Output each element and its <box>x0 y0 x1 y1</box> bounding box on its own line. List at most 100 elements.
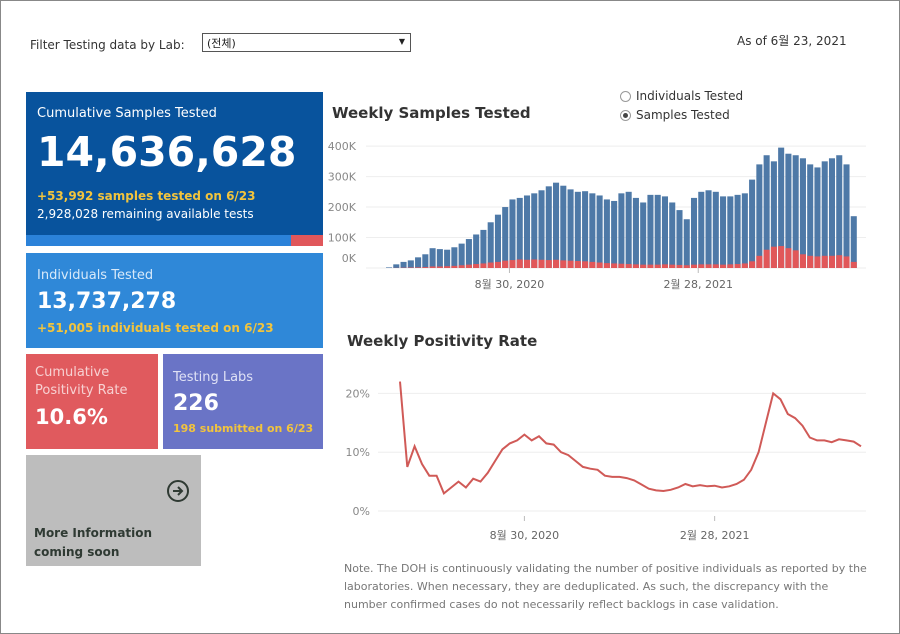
bar-positive <box>654 264 661 268</box>
positivity-rate-value: 10.6% <box>35 405 108 429</box>
bar-positive <box>625 264 632 268</box>
lab-filter-dropdown[interactable]: (전체) ▼ <box>202 33 411 52</box>
bar-total <box>770 161 777 268</box>
bar-total <box>538 190 545 268</box>
bar-total <box>705 190 712 268</box>
bar-total <box>632 197 639 268</box>
bar-total <box>799 158 806 268</box>
weekly-samples-title: Weekly Samples Tested <box>332 104 531 122</box>
bar-total <box>698 191 705 268</box>
bar-positive <box>669 264 676 268</box>
remaining-tests: 2,928,028 remaining available tests <box>37 207 254 221</box>
bar-positive <box>538 259 545 268</box>
bar-total <box>415 257 422 268</box>
cumulative-samples-title: Cumulative Samples Tested <box>37 106 217 121</box>
bar-positive <box>712 264 719 268</box>
lab-filter-value: (전체) <box>207 37 236 50</box>
bar-total <box>553 182 560 268</box>
bar-positive <box>465 264 472 268</box>
testing-labs-value: 226 <box>173 391 219 416</box>
bar-total <box>749 179 756 268</box>
bar-positive <box>429 266 436 268</box>
bar-positive <box>589 261 596 268</box>
bar-positive <box>807 255 814 268</box>
bar-total <box>545 186 552 268</box>
positivity-line <box>399 381 862 496</box>
tests-capacity-bar <box>26 235 323 246</box>
bar-total <box>407 260 414 268</box>
bar-positive <box>741 263 748 268</box>
tests-capacity-remaining <box>291 235 323 246</box>
bar-total <box>589 193 596 268</box>
weekly-positivity-title: Weekly Positivity Rate <box>347 332 538 350</box>
bar-positive <box>698 264 705 268</box>
bar-total <box>720 196 727 268</box>
bar-positive <box>603 263 610 268</box>
bar-positive <box>661 264 668 268</box>
individuals-tested-title: Individuals Tested <box>37 268 154 283</box>
bar-total <box>792 155 799 268</box>
bar-positive <box>545 260 552 268</box>
bar-positive <box>785 248 792 268</box>
bar-total <box>836 155 843 268</box>
arrow-right-circle-icon[interactable] <box>166 479 190 503</box>
bar-positive <box>567 260 574 268</box>
bar-positive <box>828 255 836 268</box>
bar-positive <box>502 260 509 268</box>
bar-total <box>560 185 567 268</box>
bar-positive <box>770 246 777 268</box>
bar-positive <box>553 259 560 268</box>
more-information-card[interactable]: More Information coming soon <box>26 455 201 566</box>
radio-individuals-icon <box>620 90 631 102</box>
bar-positive <box>814 256 821 268</box>
bar-total <box>741 193 748 268</box>
bar-positive <box>727 264 734 268</box>
bar-total <box>473 234 480 268</box>
bar-total <box>669 202 676 268</box>
dropdown-arrow-icon: ▼ <box>398 37 405 46</box>
bar-positive <box>509 260 516 268</box>
cumulative-samples-delta: +53,992 samples tested on 6/23 <box>37 189 256 203</box>
bar-total <box>487 222 494 268</box>
bar-total <box>785 153 792 268</box>
bar-positive <box>582 261 589 268</box>
bar-total <box>778 147 785 268</box>
bar-positive <box>749 261 756 268</box>
bar-total <box>386 267 393 268</box>
bar-total <box>451 247 458 268</box>
bar-positive <box>516 259 523 268</box>
bar-total <box>625 191 632 268</box>
bar-total <box>596 195 603 268</box>
bar-positive <box>850 261 857 268</box>
bar-positive <box>799 254 806 268</box>
bar-total <box>807 164 814 268</box>
bar-positive <box>632 264 639 268</box>
bar-positive <box>843 256 850 268</box>
bar-total <box>465 239 472 268</box>
toggle-individuals-tested[interactable]: Individuals Tested <box>620 89 743 103</box>
testing-labs-title: Testing Labs <box>173 370 254 385</box>
bar-total <box>458 243 465 268</box>
testing-labs-card: Testing Labs 226 198 submitted on 6/23 <box>163 354 323 449</box>
bar-total <box>444 249 451 268</box>
bar-positive <box>523 259 531 268</box>
y-tick-label: 400K <box>328 140 357 153</box>
bar-positive <box>763 249 770 268</box>
bar-positive <box>690 264 698 268</box>
cumulative-samples-card: Cumulative Samples Tested 14,636,628 +53… <box>26 92 323 246</box>
y-tick-label: 0K <box>342 252 357 265</box>
individuals-tested-delta: +51,005 individuals tested on 6/23 <box>37 321 274 335</box>
y-tick-label: 200K <box>328 201 357 214</box>
bar-total <box>683 219 690 268</box>
bar-positive <box>720 264 727 268</box>
bar-total <box>618 193 625 268</box>
bar-total <box>654 194 661 268</box>
radio-samples-icon <box>620 109 631 121</box>
bar-total <box>436 249 443 268</box>
toggle-samples-tested[interactable]: Samples Tested <box>620 108 730 122</box>
bar-total <box>756 164 763 268</box>
bar-positive <box>494 261 501 268</box>
bar-total <box>647 194 654 268</box>
bar-positive <box>531 259 538 268</box>
bar-positive <box>647 264 654 268</box>
